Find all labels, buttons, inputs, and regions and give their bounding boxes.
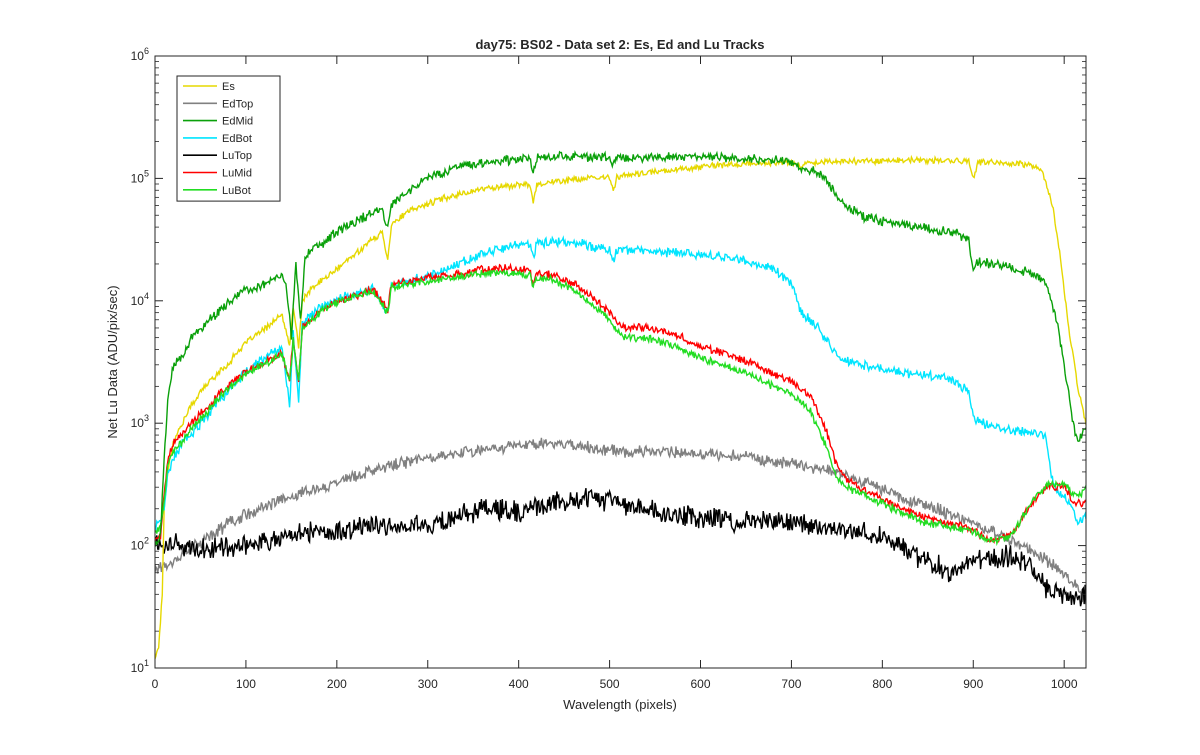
y-tick-label: 105: [131, 168, 149, 185]
series-line-edmid: [155, 150, 1086, 547]
legend-label-es: Es: [222, 81, 235, 93]
series-line-edtop: [155, 437, 1086, 605]
x-tick-label: 1000: [1051, 677, 1078, 691]
legend-label-edtop: EdTop: [222, 98, 253, 110]
series-line-edbot: [155, 235, 1086, 532]
x-tick-label: 500: [600, 677, 620, 691]
chart-title: day75: BS02 - Data set 2: Es, Ed and Lu …: [475, 37, 764, 52]
series-line-es: [155, 154, 1086, 660]
x-tick-label: 300: [418, 677, 438, 691]
x-tick-label: 400: [509, 677, 529, 691]
axes-layer: 0 100 200 300 400 500 600 700 800 900 1000 101 102 10…: [131, 46, 1087, 691]
series-line-lutop: [155, 488, 1086, 607]
x-tick-label: 700: [781, 677, 801, 691]
y-tick-label: 106: [131, 46, 149, 63]
x-tick-label: 800: [872, 677, 892, 691]
legend-label-lubot: LuBot: [222, 185, 251, 197]
x-tick-label: 200: [327, 677, 347, 691]
series-line-lubot: [155, 269, 1086, 547]
series-layer: [155, 150, 1086, 660]
x-tick-label: 100: [236, 677, 256, 691]
legend-label-edbot: EdBot: [222, 133, 252, 145]
x-tick-label: 600: [690, 677, 710, 691]
legend-label-edmid: EdMid: [222, 116, 253, 128]
y-tick-label: 101: [131, 658, 149, 675]
x-tick-label: 0: [152, 677, 159, 691]
x-tick-label: 900: [963, 677, 983, 691]
legend-label-lutop: LuTop: [222, 150, 252, 162]
y-tick-label: 104: [131, 291, 149, 308]
plot-area: [155, 56, 1086, 668]
legend: Es EdTop EdMid EdBot LuTop LuMid LuBot: [176, 75, 281, 202]
y-axis-label: Net Lu Data (ADU/pix/sec): [105, 285, 120, 438]
y-tick-label: 102: [131, 536, 149, 553]
axes-box: [154, 55, 1087, 669]
legend-label-lumid: LuMid: [222, 168, 252, 180]
y-tick-label: 103: [131, 413, 149, 430]
x-axis-label: Wavelength (pixels): [563, 697, 677, 712]
